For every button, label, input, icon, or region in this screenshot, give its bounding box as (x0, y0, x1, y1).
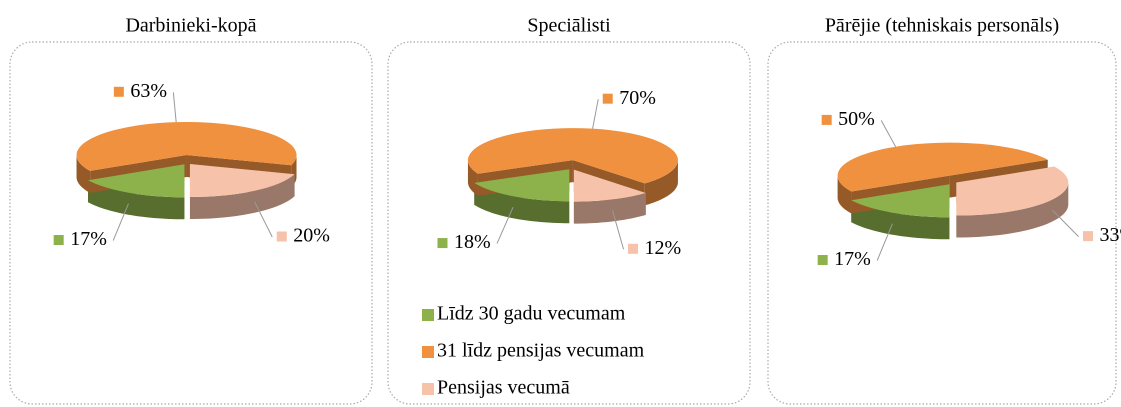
legend-label: Līdz 30 gadu vecumam (437, 303, 626, 325)
slice-side (644, 160, 678, 206)
chart-title: Speciālisti (527, 15, 611, 37)
label-swatch (627, 242, 640, 255)
leader-line (496, 207, 514, 244)
slice-side (189, 174, 295, 220)
label-swatch (816, 254, 829, 267)
slice-side (467, 160, 478, 196)
leader-line (876, 223, 893, 261)
legend-label: 31 līdz pensijas vecumam (437, 340, 645, 362)
slice (88, 164, 185, 198)
panel (767, 41, 1117, 405)
slice-side (956, 182, 1069, 238)
slice-side (76, 155, 91, 193)
slice (467, 128, 678, 184)
leader-line (1052, 209, 1079, 237)
leader-line (592, 99, 599, 129)
data-label: 12% (645, 237, 682, 259)
chart-title: Pārējie (tehniskais personāls) (825, 15, 1059, 37)
slice (189, 164, 295, 198)
data-label: 33% (1100, 224, 1121, 246)
leader-line (112, 203, 129, 241)
data-label: 70% (619, 87, 656, 109)
data-label: 20% (293, 225, 330, 247)
legend-label: Pensijas vecumā (437, 377, 570, 399)
leader-line (172, 92, 177, 123)
data-label: 17% (70, 228, 107, 250)
leader-line (254, 201, 273, 238)
legend-swatch (422, 346, 434, 358)
panel (387, 41, 751, 405)
slice (76, 122, 297, 171)
data-label: 63% (130, 80, 167, 102)
leader-line (612, 210, 625, 250)
chart-title: Darbinieki-kopā (125, 15, 256, 37)
legend-swatch (422, 309, 434, 321)
slice (851, 184, 950, 218)
label-swatch (1082, 230, 1095, 243)
label-swatch (112, 85, 125, 98)
slice (573, 169, 646, 202)
legend-swatch (422, 383, 434, 395)
data-label: 18% (454, 231, 491, 253)
slice (837, 142, 1048, 192)
label-swatch (52, 234, 65, 247)
data-label: 50% (838, 108, 875, 130)
leader-line (880, 120, 897, 147)
slice (956, 166, 1069, 216)
label-swatch (275, 230, 288, 243)
slice-side (837, 175, 852, 214)
label-swatch (820, 113, 833, 126)
data-label: 17% (834, 248, 871, 270)
slice (474, 169, 570, 202)
panel (9, 41, 373, 405)
label-swatch (601, 92, 614, 105)
label-swatch (436, 237, 449, 250)
